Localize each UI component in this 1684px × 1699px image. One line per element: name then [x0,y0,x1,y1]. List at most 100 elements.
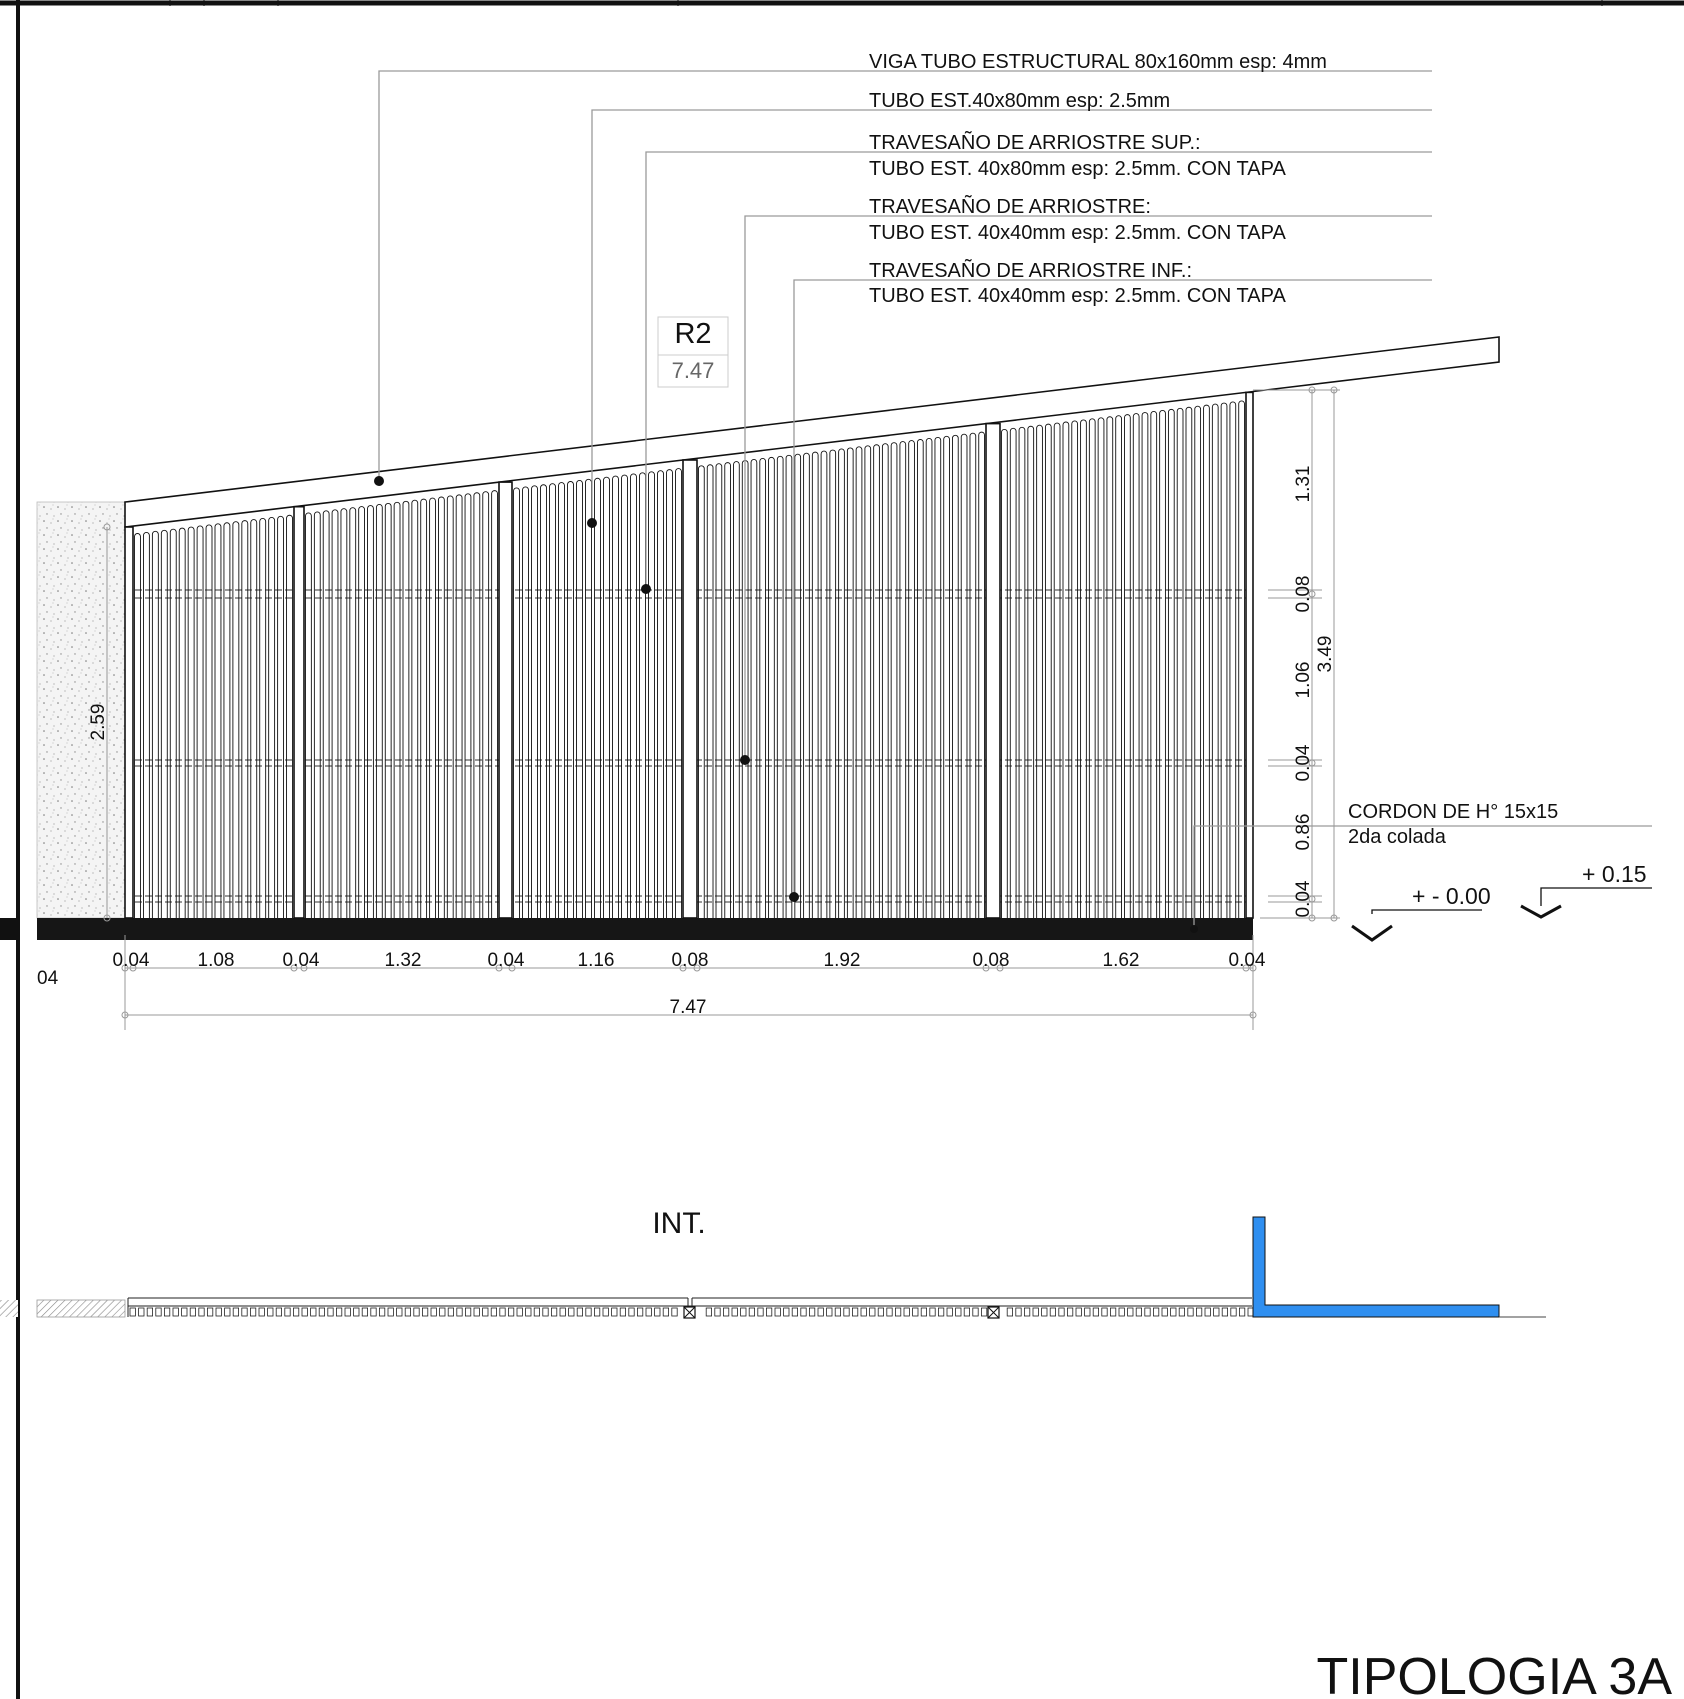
fence-bar [178,527,186,918]
fence-bar [1203,404,1210,918]
fence-bar [1036,424,1043,918]
fence-bar [1009,428,1017,918]
fence-panels [124,391,1254,919]
plan-bar [232,1307,239,1317]
drawing-title: TIPOLOGIA 3A [1317,1648,1673,1699]
plan-bar [138,1307,145,1317]
fence-bar [724,462,731,918]
fence-bar [1132,413,1140,918]
plan-bar [559,1307,566,1317]
plan-bar [318,1307,326,1317]
plan-bar [129,1307,136,1317]
plan-bar [834,1307,842,1317]
fence-bar [1238,400,1245,918]
plan-bar [1092,1307,1099,1317]
fence-bar [313,511,321,918]
dim-right-1: 1.31 [1293,466,1314,503]
fence-bar [657,470,664,918]
dim-right-6: 0.04 [1293,880,1314,917]
plan-bar [920,1307,928,1317]
fence-bar [393,501,401,918]
plan-bar [1230,1307,1237,1317]
dim-tick [121,1011,129,1019]
dim-tick [508,964,516,972]
plan-bar [955,1307,962,1317]
fence-bar [429,497,436,918]
dim-tick [1249,1011,1257,1019]
fence-bar [1150,411,1158,918]
plan-bar [1118,1307,1125,1317]
fence-bar [151,531,159,918]
plan-bar [1006,1307,1014,1317]
plan-bar [637,1307,644,1317]
dim-post-5: 0.08 [973,950,1010,971]
plan-bar [421,1307,429,1317]
plan-bar [224,1307,231,1317]
plan-bar [1024,1307,1031,1317]
plan-bar [1144,1307,1151,1317]
fence-bar [446,495,454,918]
fence-bar [639,472,646,918]
fence-bar [666,469,673,918]
fence-bar [1097,417,1105,918]
plan-bar [344,1307,351,1317]
callout-mid-brace-title: TRAVESAÑO DE ARRIOSTRE: [869,194,1151,218]
plan-bar [482,1307,489,1317]
plan-bar [292,1307,300,1317]
fence-bar [916,439,924,918]
plan-bar [525,1307,532,1317]
fence-bar [952,434,959,918]
fence-bar [223,522,231,918]
plan-bar [258,1307,265,1317]
fence-bar [420,498,428,918]
dim-right-4: 0.04 [1293,744,1314,781]
fence-bar [934,437,942,918]
plan-bar [310,1307,317,1317]
plan-bar [1032,1307,1039,1317]
dim-tick [103,914,111,922]
fence-bar [612,475,619,918]
fence-bar [750,459,758,918]
fence-bar [1053,422,1061,918]
plan-bar [1161,1307,1168,1317]
fence-bar [873,444,880,918]
plan-bar [181,1307,188,1317]
dim-panel-3: 1.16 [578,950,615,971]
callout-points [374,476,1198,933]
plan-bar [456,1307,463,1317]
plan-bar [568,1307,575,1317]
fence-bar [205,524,213,918]
plan-bar [877,1307,885,1317]
plan-bar [370,1307,377,1317]
plan-bar [602,1307,609,1317]
fence-bar [1211,403,1219,918]
plan-bar [705,1307,713,1317]
plan-bar [757,1307,764,1317]
fence-bar [286,514,293,918]
dim-tick [495,964,503,972]
fence-bar [768,457,775,918]
fence-bar [491,490,498,918]
plan-bar [912,1307,919,1317]
plan-bar [516,1307,523,1317]
dim-right-5: 0.86 [1293,814,1314,851]
fence-bar [384,503,392,918]
fence-bar [438,496,445,918]
fence-bar [549,483,556,918]
plan-bar [611,1307,618,1317]
plan-bar [155,1307,162,1317]
plan-bar [929,1307,936,1317]
fence-bar [1115,415,1122,918]
plan-bar [1170,1307,1177,1317]
dim-panel-5: 1.62 [1103,950,1140,971]
plan-bar [946,1307,953,1317]
fence-post [293,505,305,919]
fence-bar [1071,420,1079,918]
curb-note-sub: 2da colada [1348,826,1447,848]
fence-bar [187,526,195,918]
fence-bar [1044,423,1052,918]
fence-bar [585,478,592,918]
fence-bar [473,492,481,918]
plan-bar [396,1307,403,1317]
